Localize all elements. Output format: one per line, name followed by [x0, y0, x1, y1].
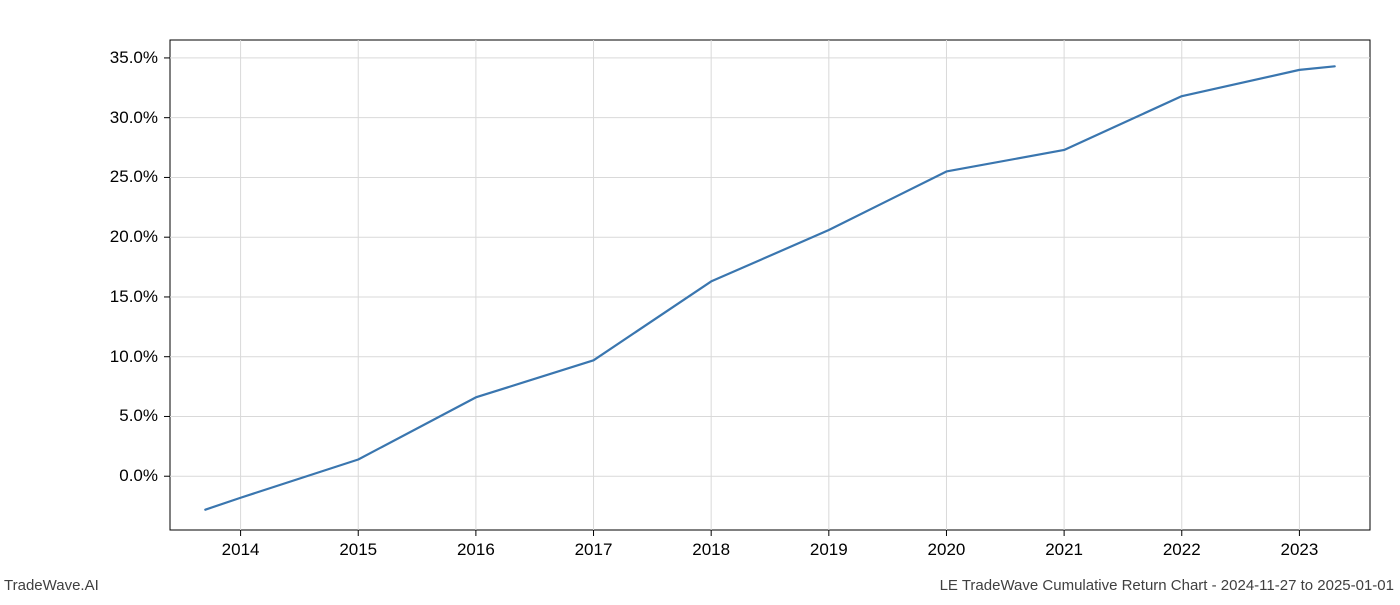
x-tick-label: 2023	[1280, 540, 1318, 560]
x-tick-label: 2020	[928, 540, 966, 560]
x-tick-label: 2017	[575, 540, 613, 560]
y-tick-label: 15.0%	[110, 287, 158, 307]
y-tick-label: 10.0%	[110, 347, 158, 367]
footer-caption: LE TradeWave Cumulative Return Chart - 2…	[940, 577, 1394, 594]
y-tick-label: 30.0%	[110, 108, 158, 128]
x-tick-label: 2018	[692, 540, 730, 560]
x-tick-label: 2016	[457, 540, 495, 560]
y-tick-label: 0.0%	[119, 466, 158, 486]
x-tick-label: 2022	[1163, 540, 1201, 560]
x-tick-label: 2014	[222, 540, 260, 560]
y-tick-label: 20.0%	[110, 227, 158, 247]
y-tick-label: 35.0%	[110, 48, 158, 68]
y-tick-label: 5.0%	[119, 406, 158, 426]
chart-container: 2014 2015 2016 2017 2018 2019 2020 2021 2022 2023…	[0, 0, 1400, 600]
y-tick-label: 25.0%	[110, 167, 158, 187]
x-tick-label: 2015	[339, 540, 377, 560]
x-tick-label: 2021	[1045, 540, 1083, 560]
line-chart	[0, 0, 1400, 600]
x-tick-label: 2019	[810, 540, 848, 560]
footer-brand: TradeWave.AI	[4, 577, 99, 594]
